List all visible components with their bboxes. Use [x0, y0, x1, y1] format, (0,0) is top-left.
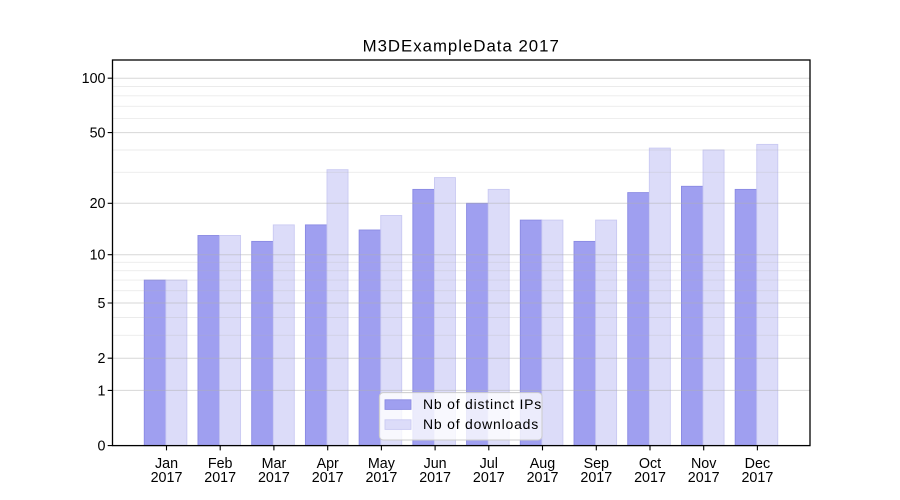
svg-text:2017: 2017	[741, 470, 773, 486]
svg-text:Sep: Sep	[584, 456, 609, 472]
svg-text:2017: 2017	[151, 470, 183, 486]
svg-text:50: 50	[90, 126, 106, 142]
svg-text:2017: 2017	[204, 470, 236, 486]
svg-text:Nb of distinct IPs: Nb of distinct IPs	[423, 396, 542, 412]
svg-text:2017: 2017	[419, 470, 451, 486]
svg-text:Jan: Jan	[155, 456, 178, 472]
svg-text:Nb of downloads: Nb of downloads	[423, 416, 539, 432]
svg-text:Jun: Jun	[424, 456, 447, 472]
svg-text:Apr: Apr	[317, 456, 339, 472]
svg-text:2017: 2017	[312, 470, 344, 486]
svg-text:Jul: Jul	[480, 456, 498, 472]
svg-text:Oct: Oct	[639, 456, 661, 472]
svg-text:2017: 2017	[527, 470, 559, 486]
svg-text:10: 10	[90, 248, 106, 264]
svg-text:2: 2	[98, 351, 106, 367]
svg-text:2017: 2017	[258, 470, 290, 486]
svg-text:Nov: Nov	[691, 456, 717, 472]
svg-text:Feb: Feb	[208, 456, 233, 472]
svg-text:Mar: Mar	[262, 456, 287, 472]
svg-text:May: May	[368, 456, 396, 472]
svg-text:2017: 2017	[580, 470, 612, 486]
svg-text:2017: 2017	[473, 470, 505, 486]
svg-text:2017: 2017	[688, 470, 720, 486]
svg-text:100: 100	[82, 71, 106, 87]
svg-text:Aug: Aug	[530, 456, 555, 472]
svg-text:20: 20	[90, 196, 106, 212]
svg-text:5: 5	[98, 296, 106, 312]
svg-text:2017: 2017	[365, 470, 397, 486]
svg-text:0: 0	[98, 439, 106, 455]
svg-text:M3DExampleData 2017: M3DExampleData 2017	[363, 37, 560, 56]
svg-text:2017: 2017	[634, 470, 666, 486]
svg-text:Dec: Dec	[745, 456, 770, 472]
svg-text:1: 1	[98, 383, 106, 399]
